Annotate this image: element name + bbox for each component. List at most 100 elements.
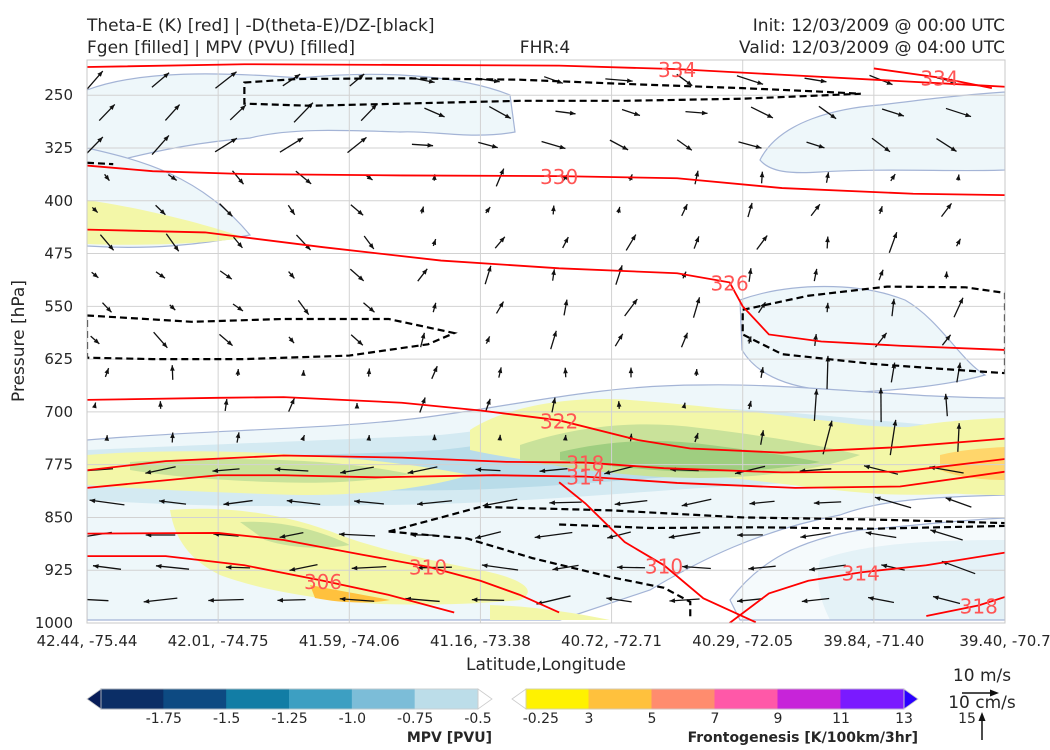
wind-vector: [431, 365, 438, 380]
mpv-colorbar-label: MPV [PVU]: [407, 730, 492, 746]
theta-e-contour: [87, 396, 1005, 454]
mpv-cb-cell: [226, 688, 291, 710]
wind-vector-head: [886, 80, 893, 85]
wind-vector-head: [159, 209, 166, 215]
wind-vector-head: [892, 232, 898, 239]
wind-vector-head: [551, 397, 557, 404]
valid-time: Valid: 12/03/2009 @ 04:00 UTC: [739, 38, 1005, 58]
wind-vector: [871, 137, 891, 153]
wind-vector: [748, 565, 776, 571]
wind-vector-head: [694, 170, 700, 177]
wind-vector: [945, 497, 972, 508]
theta-e-contour: [87, 532, 560, 614]
wind-vector: [562, 236, 569, 249]
wind-vector: [288, 271, 295, 279]
wind-vector: [955, 238, 962, 247]
theta-e-contour-label: 330: [540, 165, 578, 189]
wind-vector-head: [339, 596, 346, 602]
theta-e-contour-label: 310: [409, 556, 447, 580]
wind-vector-shaft: [482, 498, 518, 507]
wind-vector: [549, 500, 582, 506]
wind-vector-head: [965, 112, 972, 118]
wind-vector-head: [223, 399, 229, 405]
fgen-band-bottom-yellow: [490, 605, 610, 620]
wind-vector-head: [230, 138, 237, 144]
wind-vector-head: [77, 469, 83, 474]
wind-vector-head: [301, 370, 306, 376]
wind-vector: [930, 529, 963, 541]
wind-vector: [616, 401, 622, 409]
wind-vector: [411, 142, 434, 148]
wind-vector: [424, 107, 445, 118]
wind-vector-head: [354, 499, 360, 504]
wind-vector: [806, 141, 825, 149]
wind-vector: [349, 268, 365, 282]
wind-vector: [92, 564, 122, 570]
theta-e-contour: [87, 454, 1005, 474]
wind-vector: [295, 170, 312, 185]
wind-vector: [890, 173, 896, 182]
dthetae-dz-contour: [559, 523, 1005, 530]
wind-vector-head: [552, 566, 559, 572]
wind-vector-head: [419, 206, 425, 213]
mpv-cb-cell: [414, 688, 479, 710]
wind-vector-head: [825, 172, 830, 179]
y-tick-label: 925: [44, 561, 73, 579]
wind-vector: [863, 464, 899, 475]
wind-vector-head: [800, 534, 807, 539]
x-tick-label: 42.44, -75.44: [37, 632, 138, 650]
wind-vector: [494, 236, 506, 249]
wind-vector: [932, 595, 961, 605]
wind-vector-head: [874, 496, 881, 502]
wind-vector-head: [759, 171, 765, 178]
wind-vector-head: [106, 306, 112, 313]
wind-vector: [354, 402, 360, 409]
wind-vector-head: [497, 434, 503, 441]
theta-e-contour: [87, 164, 1005, 197]
wind-vector: [605, 78, 633, 83]
wind-vector-head: [303, 308, 309, 315]
wind-vector: [155, 564, 190, 570]
wind-vector-head: [422, 268, 428, 275]
dthetae-dz-contour: [741, 285, 1005, 375]
mpv-region-right-mid: [739, 285, 987, 393]
wind-vector-head: [632, 299, 638, 305]
wind-vector-head: [551, 269, 556, 276]
wind-vector: [431, 238, 437, 247]
wind-vector: [551, 205, 556, 215]
wind-vector: [694, 432, 699, 443]
wind-vector-head: [559, 144, 566, 150]
wind-vector: [277, 597, 306, 603]
wind-vector-head: [290, 398, 295, 405]
vector-key: 10 m/s 10 cm/s: [948, 666, 1016, 740]
wind-vector-head: [955, 238, 961, 245]
wind-vector-head: [881, 563, 888, 569]
mpv-cb-tick-label: -0.25: [523, 711, 559, 727]
wind-vector-head: [238, 178, 244, 185]
wind-vector-head: [158, 401, 163, 407]
fgen-cb-tick-label: 13: [895, 711, 913, 727]
wind-vector-head: [749, 500, 756, 506]
wind-vector-head: [92, 402, 97, 409]
wind-vector: [736, 75, 764, 85]
wind-vector: [888, 232, 898, 253]
wind-vector: [104, 367, 110, 378]
wind-vector: [813, 389, 819, 421]
wind-vector: [98, 103, 116, 122]
wind-vector: [366, 368, 372, 377]
wind-vector: [295, 234, 312, 251]
wind-vector: [736, 598, 764, 604]
wind-vector-head: [534, 534, 541, 540]
wind-vector-head: [482, 502, 489, 507]
wind-vector-head: [828, 420, 833, 427]
mpv-cb-extend-low: [86, 688, 102, 710]
mpv-cb-cell: [163, 688, 228, 710]
wind-vector-head: [417, 501, 423, 507]
wind-vector: [737, 532, 763, 538]
wind-vector-head: [237, 242, 243, 248]
x-tick-label: 40.72, -72.71: [561, 632, 662, 650]
wind-vector: [99, 234, 115, 251]
wind-vector-head: [748, 202, 753, 209]
